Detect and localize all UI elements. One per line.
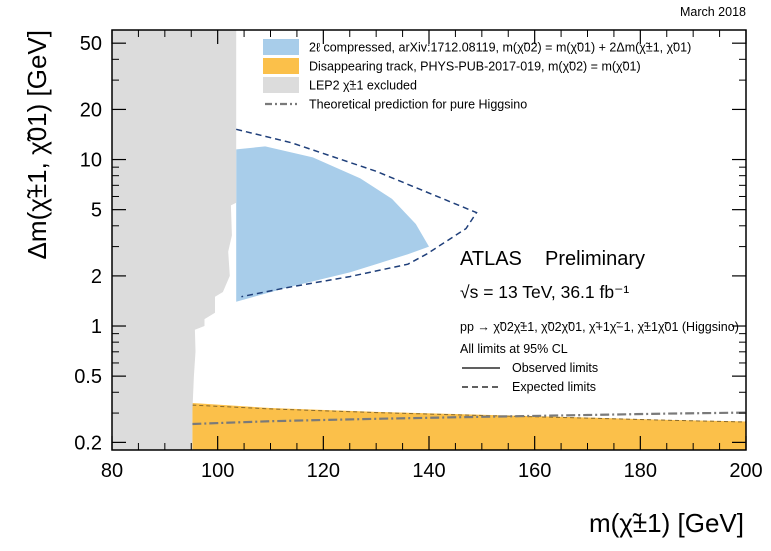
x-tick-label: 180 bbox=[624, 460, 657, 482]
disappearing-expected-line bbox=[192, 404, 746, 423]
y-tick-label: 5 bbox=[91, 200, 102, 222]
date-label: March 2018 bbox=[680, 5, 746, 19]
compressed-observed-region bbox=[236, 146, 429, 302]
info-block: ATLAS Preliminary √s = 13 TeV, 36.1 fb⁻¹… bbox=[460, 248, 739, 394]
legend: 2ℓ compressed, arXiv:1712.08119, m(χ̃02)… bbox=[263, 39, 691, 112]
y-axis-title: Δm(χ̃±1, χ̃01) [GeV] bbox=[22, 30, 52, 259]
y-tick-label: 2 bbox=[91, 266, 102, 288]
legend-swatch-disappearing bbox=[263, 58, 299, 74]
energy-label: √s = 13 TeV, 36.1 fb⁻¹ bbox=[460, 282, 629, 302]
observed-label: Observed limits bbox=[512, 361, 598, 375]
legend-label: LEP2 χ̃±1 excluded bbox=[309, 79, 417, 93]
legend-label: Theoretical prediction for pure Higgsino bbox=[309, 98, 527, 112]
compressed-expected-line bbox=[236, 128, 478, 298]
plot-content bbox=[112, 30, 746, 450]
process-label: pp → χ̃02χ̃±1, χ̃02χ̃01, χ̃+1χ̃−1, χ̃±1χ… bbox=[460, 320, 739, 334]
legend-label: 2ℓ compressed, arXiv:1712.08119, m(χ̃02)… bbox=[309, 41, 691, 55]
x-tick-label: 120 bbox=[307, 460, 340, 482]
x-tick-label: 100 bbox=[201, 460, 234, 482]
preliminary-label: Preliminary bbox=[545, 248, 645, 270]
lep2-excluded-region bbox=[112, 30, 237, 450]
legend-swatch-compressed bbox=[263, 39, 299, 55]
legend-swatch-lep2 bbox=[263, 77, 299, 93]
cl-label: All limits at 95% CL bbox=[460, 342, 568, 356]
higgsino-prediction-line bbox=[192, 411, 746, 426]
y-tick-label: 0.2 bbox=[74, 432, 102, 454]
plot-area bbox=[112, 30, 746, 450]
x-tick-label: 140 bbox=[412, 460, 445, 482]
y-tick-label: 50 bbox=[80, 33, 102, 55]
y-tick-label: 0.5 bbox=[74, 366, 102, 388]
x-tick-label: 160 bbox=[518, 460, 551, 482]
x-axis-title: m(χ̃±1) [GeV] bbox=[589, 508, 744, 538]
x-tick-label: 80 bbox=[101, 460, 123, 482]
y-tick-label: 20 bbox=[80, 99, 102, 121]
y-tick-label: 10 bbox=[80, 150, 102, 172]
ticks: 80 100 120 140 160 180 200 0.2 0.5 1 2 5 10 20 50 bbox=[74, 30, 763, 482]
disappearing-track-band bbox=[192, 403, 746, 450]
x-tick-label: 200 bbox=[729, 460, 762, 482]
atlas-label: ATLAS bbox=[460, 248, 522, 270]
expected-label: Expected limits bbox=[512, 380, 596, 394]
y-tick-label: 1 bbox=[91, 316, 102, 338]
legend-label: Disappearing track, PHYS-PUB-2017-019, m… bbox=[309, 60, 641, 74]
